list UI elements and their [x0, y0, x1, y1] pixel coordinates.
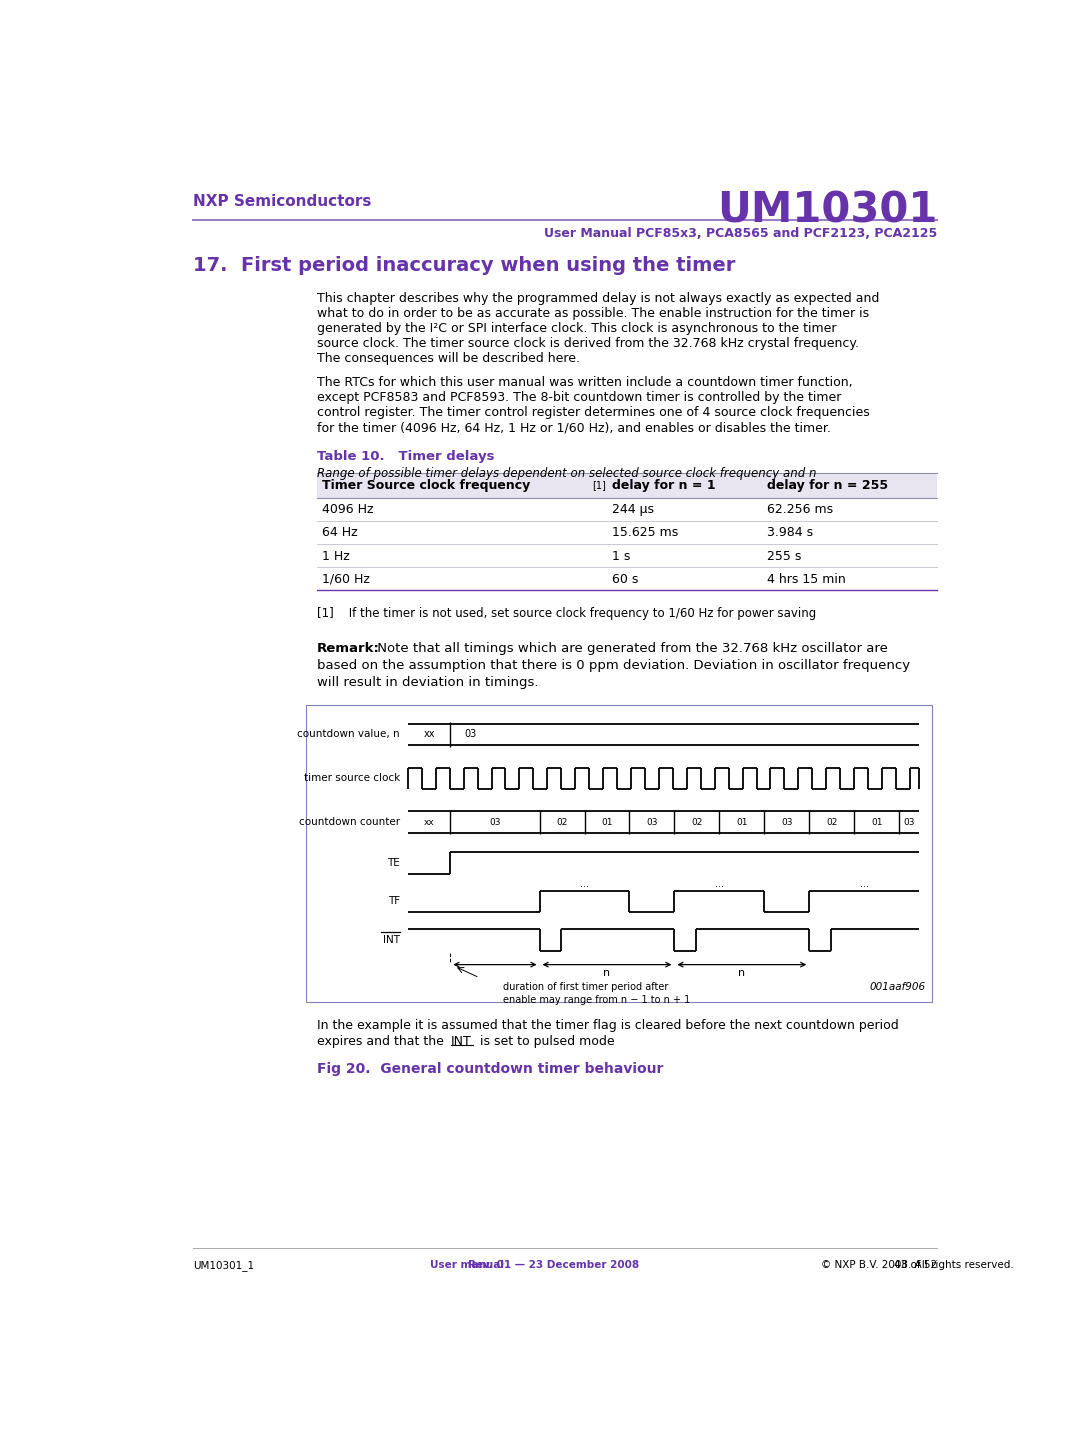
Text: source clock. The timer source clock is derived from the 32.768 kHz crystal freq: source clock. The timer source clock is …: [318, 337, 859, 350]
Text: ...: ...: [860, 879, 868, 889]
Text: TE: TE: [388, 858, 400, 868]
Text: countdown counter: countdown counter: [299, 817, 400, 827]
Text: Fig 20.  General countdown timer behaviour: Fig 20. General countdown timer behaviou…: [318, 1062, 663, 1076]
Text: The RTCs for which this user manual was written include a countdown timer functi: The RTCs for which this user manual was …: [318, 377, 853, 390]
Text: 60 s: 60 s: [611, 573, 638, 586]
Text: [1]    If the timer is not used, set source clock frequency to 1/60 Hz for power: [1] If the timer is not used, set source…: [318, 607, 816, 620]
Text: 001aaf906: 001aaf906: [869, 983, 926, 993]
Text: This chapter describes why the programmed delay is not always exactly as expecte: This chapter describes why the programme…: [318, 292, 879, 305]
Text: 02: 02: [691, 817, 703, 826]
Text: timer source clock: timer source clock: [303, 773, 400, 783]
Text: n: n: [739, 968, 745, 979]
Text: In the example it is assumed that the timer flag is cleared before the next coun: In the example it is assumed that the ti…: [318, 1019, 899, 1032]
Text: Timer Source clock frequency: Timer Source clock frequency: [322, 479, 530, 492]
Text: Rev. 01 — 23 December 2008: Rev. 01 — 23 December 2008: [468, 1261, 639, 1271]
Bar: [318, 473, 937, 498]
Text: delay for n = 1: delay for n = 1: [611, 479, 715, 492]
Text: 255 s: 255 s: [767, 550, 801, 563]
Text: 03: 03: [646, 817, 658, 826]
Text: UM10301_1: UM10301_1: [193, 1261, 254, 1271]
Text: generated by the I²C or SPI interface clock. This clock is asynchronous to the t: generated by the I²C or SPI interface cl…: [318, 322, 837, 335]
Text: will result in deviation in timings.: will result in deviation in timings.: [318, 676, 539, 689]
Text: expires and that the: expires and that the: [318, 1036, 448, 1049]
Text: INT: INT: [383, 935, 400, 945]
Text: 02: 02: [826, 817, 837, 826]
Text: INT: INT: [451, 1036, 472, 1049]
Text: xx: xx: [423, 730, 435, 740]
Text: Range of possible timer delays dependent on selected source clock frequency and : Range of possible timer delays dependent…: [318, 468, 816, 481]
Text: 17.  First period inaccuracy when using the timer: 17. First period inaccuracy when using t…: [193, 256, 735, 275]
Text: duration of first timer period after
enable may range from n − 1 to n + 1: duration of first timer period after ena…: [502, 981, 690, 1004]
Text: ...: ...: [715, 879, 724, 889]
Text: xx: xx: [423, 817, 434, 826]
Text: ...: ...: [580, 879, 589, 889]
Text: The consequences will be described here.: The consequences will be described here.: [318, 353, 580, 366]
Text: TF: TF: [388, 896, 400, 907]
Text: Remark:: Remark:: [318, 642, 380, 655]
Text: User Manual PCF85x3, PCA8565 and PCF2123, PCA2125: User Manual PCF85x3, PCA8565 and PCF2123…: [544, 226, 937, 239]
Text: User manual: User manual: [430, 1261, 503, 1271]
Text: control register. The timer control register determines one of 4 source clock fr: control register. The timer control regi…: [318, 406, 869, 419]
Text: 43 of 52: 43 of 52: [894, 1261, 937, 1271]
Text: based on the assumption that there is 0 ppm deviation. Deviation in oscillator f: based on the assumption that there is 0 …: [318, 659, 910, 672]
Text: 4 hrs 15 min: 4 hrs 15 min: [767, 573, 846, 586]
Text: for the timer (4096 Hz, 64 Hz, 1 Hz or 1/60 Hz), and enables or disables the tim: for the timer (4096 Hz, 64 Hz, 1 Hz or 1…: [318, 422, 831, 435]
Text: what to do in order to be as accurate as possible. The enable instruction for th: what to do in order to be as accurate as…: [318, 307, 869, 319]
Text: 244 μs: 244 μs: [611, 504, 653, 517]
Text: 3.984 s: 3.984 s: [767, 527, 813, 540]
Text: 03: 03: [464, 730, 476, 740]
Text: 03: 03: [489, 817, 501, 826]
Text: except PCF8583 and PCF8593. The 8-bit countdown timer is controlled by the timer: except PCF8583 and PCF8593. The 8-bit co…: [318, 391, 841, 404]
Text: Table 10.   Timer delays: Table 10. Timer delays: [318, 450, 495, 463]
Text: 03: 03: [781, 817, 793, 826]
Text: © NXP B.V. 2008. All rights reserved.: © NXP B.V. 2008. All rights reserved.: [821, 1261, 1014, 1271]
Text: 01: 01: [870, 817, 882, 826]
Text: NXP Semiconductors: NXP Semiconductors: [193, 194, 372, 209]
Text: 1 Hz: 1 Hz: [322, 550, 350, 563]
Text: 02: 02: [556, 817, 568, 826]
Text: 01: 01: [737, 817, 747, 826]
Bar: [306, 705, 932, 1002]
Text: UM10301: UM10301: [717, 190, 937, 232]
Text: 03: 03: [904, 817, 915, 826]
Text: 62.256 ms: 62.256 ms: [767, 504, 833, 517]
Text: 4096 Hz: 4096 Hz: [322, 504, 374, 517]
Text: 15.625 ms: 15.625 ms: [611, 527, 678, 540]
Text: delay for n = 255: delay for n = 255: [767, 479, 888, 492]
Text: 01: 01: [602, 817, 612, 826]
Text: countdown value, n: countdown value, n: [297, 730, 400, 740]
Text: 1/60 Hz: 1/60 Hz: [322, 573, 369, 586]
Text: is set to pulsed mode: is set to pulsed mode: [476, 1036, 615, 1049]
Text: [1]: [1]: [592, 481, 606, 491]
Text: 64 Hz: 64 Hz: [322, 527, 357, 540]
Text: n: n: [604, 968, 610, 979]
Text: Note that all timings which are generated from the 32.768 kHz oscillator are: Note that all timings which are generate…: [373, 642, 888, 655]
Text: 1 s: 1 s: [611, 550, 630, 563]
